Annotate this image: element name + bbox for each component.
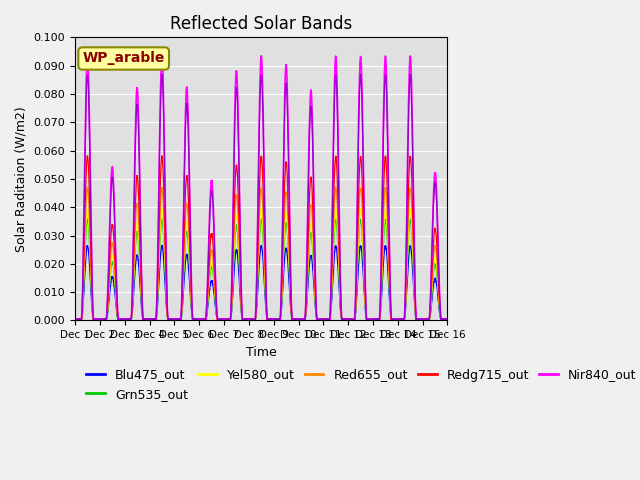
Nir840_out bbox=[172, 318, 180, 324]
Nir840_out bbox=[257, 53, 265, 59]
Nir840_out bbox=[71, 317, 79, 323]
Red655_out bbox=[175, 316, 183, 322]
Text: WP_arable: WP_arable bbox=[83, 51, 165, 65]
Redg715_out bbox=[175, 316, 183, 322]
Grn535_out bbox=[444, 316, 451, 322]
Red655_out bbox=[408, 215, 416, 220]
Nir945_out bbox=[71, 316, 79, 322]
Nir945_out bbox=[408, 128, 416, 133]
Nir945_out bbox=[303, 263, 310, 269]
Redg715_out bbox=[408, 190, 416, 196]
Yel580_out bbox=[158, 205, 166, 211]
Grn535_out bbox=[406, 216, 414, 222]
Nir840_out bbox=[408, 113, 416, 119]
Grn535_out bbox=[424, 318, 431, 324]
Yel580_out bbox=[151, 317, 159, 323]
Yel580_out bbox=[444, 317, 451, 323]
Nir945_out bbox=[175, 316, 183, 322]
Redg715_out bbox=[296, 317, 304, 323]
Line: Nir840_out: Nir840_out bbox=[75, 56, 447, 321]
Blu475_out bbox=[296, 317, 304, 323]
Yel580_out bbox=[175, 317, 183, 323]
Nir945_out bbox=[296, 317, 304, 323]
Nir840_out bbox=[303, 254, 311, 260]
Blu475_out bbox=[175, 317, 183, 323]
Grn535_out bbox=[175, 316, 183, 322]
Grn535_out bbox=[408, 237, 416, 242]
Yel580_out bbox=[303, 291, 311, 297]
Yel580_out bbox=[444, 316, 451, 322]
Line: Nir945_out: Nir945_out bbox=[75, 74, 447, 321]
Redg715_out bbox=[294, 318, 302, 324]
Blu475_out bbox=[371, 318, 379, 324]
Nir840_out bbox=[444, 316, 451, 322]
Y-axis label: Solar Raditaion (W/m2): Solar Raditaion (W/m2) bbox=[15, 106, 28, 252]
Red655_out bbox=[250, 318, 257, 324]
Redg715_out bbox=[151, 317, 159, 323]
Yel580_out bbox=[71, 317, 79, 323]
Nir840_out bbox=[151, 316, 159, 322]
Redg715_out bbox=[444, 316, 451, 322]
Nir945_out bbox=[176, 318, 184, 324]
Yel580_out bbox=[167, 318, 175, 324]
Yel580_out bbox=[408, 231, 416, 237]
Nir945_out bbox=[151, 316, 159, 322]
Nir840_out bbox=[175, 316, 183, 322]
Blu475_out bbox=[151, 316, 159, 322]
Title: Reflected Solar Bands: Reflected Solar Bands bbox=[170, 15, 353, 33]
Grn535_out bbox=[444, 316, 451, 322]
Nir945_out bbox=[356, 72, 364, 77]
Red655_out bbox=[444, 316, 451, 322]
Red655_out bbox=[296, 317, 304, 323]
Grn535_out bbox=[303, 297, 310, 302]
X-axis label: Time: Time bbox=[246, 346, 276, 359]
Redg715_out bbox=[303, 278, 311, 284]
Line: Yel580_out: Yel580_out bbox=[75, 208, 447, 321]
Redg715_out bbox=[158, 153, 166, 159]
Red655_out bbox=[151, 317, 159, 323]
Red655_out bbox=[303, 286, 311, 291]
Line: Red655_out: Red655_out bbox=[75, 187, 447, 321]
Line: Grn535_out: Grn535_out bbox=[75, 219, 447, 321]
Nir945_out bbox=[444, 316, 451, 322]
Blu475_out bbox=[303, 300, 310, 306]
Nir840_out bbox=[296, 317, 304, 323]
Blu475_out bbox=[444, 317, 451, 323]
Redg715_out bbox=[71, 317, 79, 323]
Blu475_out bbox=[71, 317, 79, 323]
Blu475_out bbox=[408, 259, 416, 265]
Redg715_out bbox=[444, 317, 451, 323]
Legend: Blu475_out, Grn535_out, Yel580_out, Red655_out, Redg715_out, Nir840_out, Nir945_: Blu475_out, Grn535_out, Yel580_out, Red6… bbox=[81, 363, 640, 406]
Blu475_out bbox=[257, 242, 265, 248]
Grn535_out bbox=[296, 317, 304, 323]
Red655_out bbox=[158, 184, 166, 190]
Nir840_out bbox=[444, 316, 451, 322]
Red655_out bbox=[71, 317, 79, 323]
Grn535_out bbox=[71, 317, 79, 323]
Red655_out bbox=[444, 317, 451, 323]
Grn535_out bbox=[151, 317, 159, 323]
Yel580_out bbox=[296, 316, 304, 322]
Nir945_out bbox=[444, 316, 451, 322]
Line: Blu475_out: Blu475_out bbox=[75, 245, 447, 321]
Blu475_out bbox=[444, 317, 451, 323]
Line: Redg715_out: Redg715_out bbox=[75, 156, 447, 321]
